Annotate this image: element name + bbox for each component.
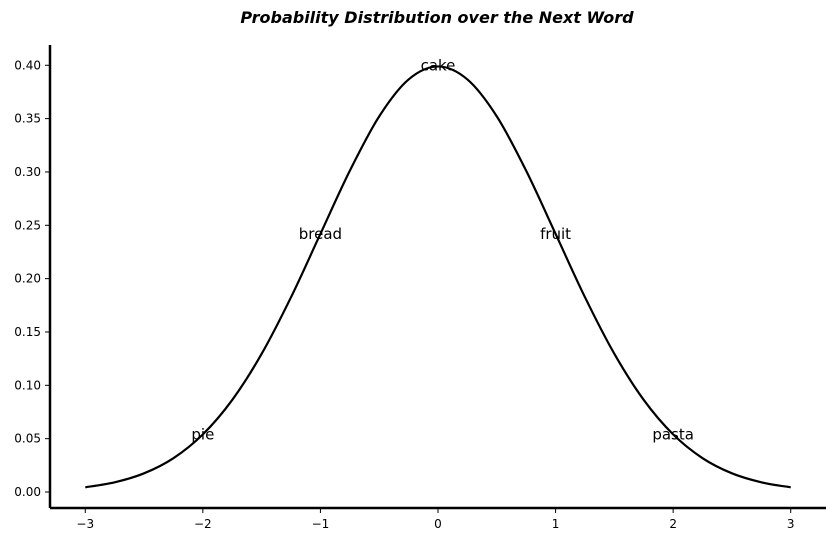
curve-layer	[85, 65, 791, 489]
x-tick-label: −2	[194, 517, 212, 531]
y-tick-label: 0.05	[14, 432, 41, 446]
word-label-pie: pie	[191, 425, 214, 443]
x-tick-label: 1	[552, 517, 560, 531]
labels-layer: cake bread fruit pie pasta	[191, 56, 694, 443]
distribution-curve	[85, 65, 791, 489]
x-tick-label: 0	[434, 517, 442, 531]
x-tick-label: 3	[787, 517, 795, 531]
y-tick-label: 0.10	[14, 378, 41, 392]
x-tick-label: −1	[312, 517, 330, 531]
y-tick-label: 0.25	[14, 218, 41, 232]
y-tick-label: 0.40	[14, 58, 41, 72]
word-label-cake: cake	[421, 56, 456, 74]
word-label-bread: bread	[299, 225, 342, 243]
x-tick-label: −3	[76, 517, 94, 531]
chart-title: Probability Distribution over the Next W…	[240, 8, 634, 27]
y-tick-label: 0.35	[14, 112, 41, 126]
x-tick-label: 2	[669, 517, 677, 531]
axes: −3 −2 −1 0 1 2 3 0.00 0.05 0.10 0.15 0.20 0.25 0.30 0.…	[14, 45, 826, 531]
y-tick-label: 0.20	[14, 272, 41, 286]
y-tick-label: 0.00	[14, 485, 41, 499]
y-tick-label: 0.15	[14, 325, 41, 339]
y-tick-label: 0.30	[14, 165, 41, 179]
word-label-fruit: fruit	[540, 225, 571, 243]
word-label-pasta: pasta	[652, 425, 694, 443]
